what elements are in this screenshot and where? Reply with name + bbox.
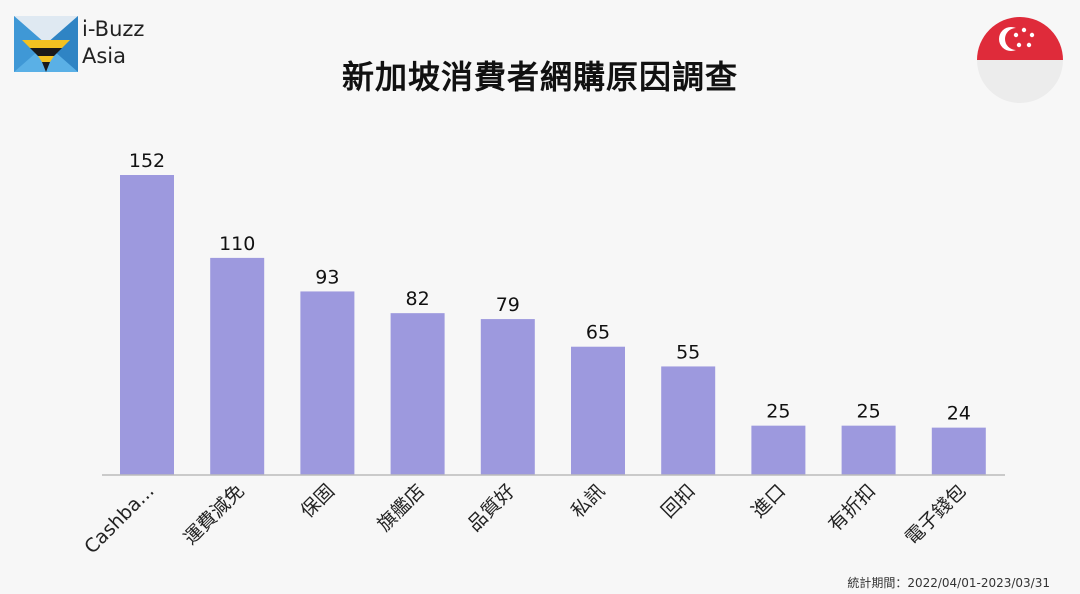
category-label-1: 運費減免 — [179, 480, 248, 549]
category-label-7: 進口 — [747, 480, 789, 522]
category-label-6: 回扣 — [657, 480, 699, 522]
bar-0 — [120, 175, 174, 475]
category-label-5: 私訊 — [567, 480, 609, 522]
bar-3 — [390, 313, 445, 475]
bar-value-label-1: 110 — [219, 233, 255, 255]
brand-name: i-Buzz Asia — [82, 16, 144, 70]
bar-2 — [300, 291, 355, 475]
stats-period: 統計期間：2022/04/01-2023/03/31 — [847, 576, 1050, 590]
bar-value-label-8: 25 — [857, 401, 881, 423]
singapore-flag-icon — [977, 17, 1063, 103]
bar-1 — [210, 257, 265, 475]
category-label-0: Cashba... — [80, 480, 158, 558]
category-label-4: 品質好 — [463, 480, 519, 536]
bar-value-label-0: 152 — [129, 150, 165, 172]
i-buzz-logo-icon — [14, 16, 78, 72]
bar-value-label-3: 82 — [406, 288, 430, 310]
bar-value-label-5: 65 — [586, 322, 610, 344]
bar-7 — [751, 425, 806, 475]
bar-value-label-9: 24 — [947, 403, 971, 425]
bar-5 — [571, 346, 625, 475]
bar-4 — [480, 319, 535, 475]
category-label-9: 電子錢包 — [901, 480, 970, 549]
bar-value-label-6: 55 — [676, 341, 700, 363]
bar-value-label-7: 25 — [766, 401, 790, 423]
category-label-8: 有折扣 — [824, 480, 880, 536]
brand-line-2: Asia — [82, 44, 127, 68]
chart-title: 新加坡消費者網購原因調查 — [341, 58, 738, 96]
brand-line-1: i-Buzz — [82, 17, 145, 41]
bar-value-label-4: 79 — [496, 294, 520, 316]
bar-6 — [661, 366, 716, 475]
bar-value-label-2: 93 — [315, 266, 339, 288]
category-label-3: 旗艦店 — [373, 480, 429, 536]
category-label-2: 保固 — [296, 480, 338, 522]
bar-9 — [931, 427, 986, 475]
bar-8 — [841, 425, 896, 475]
